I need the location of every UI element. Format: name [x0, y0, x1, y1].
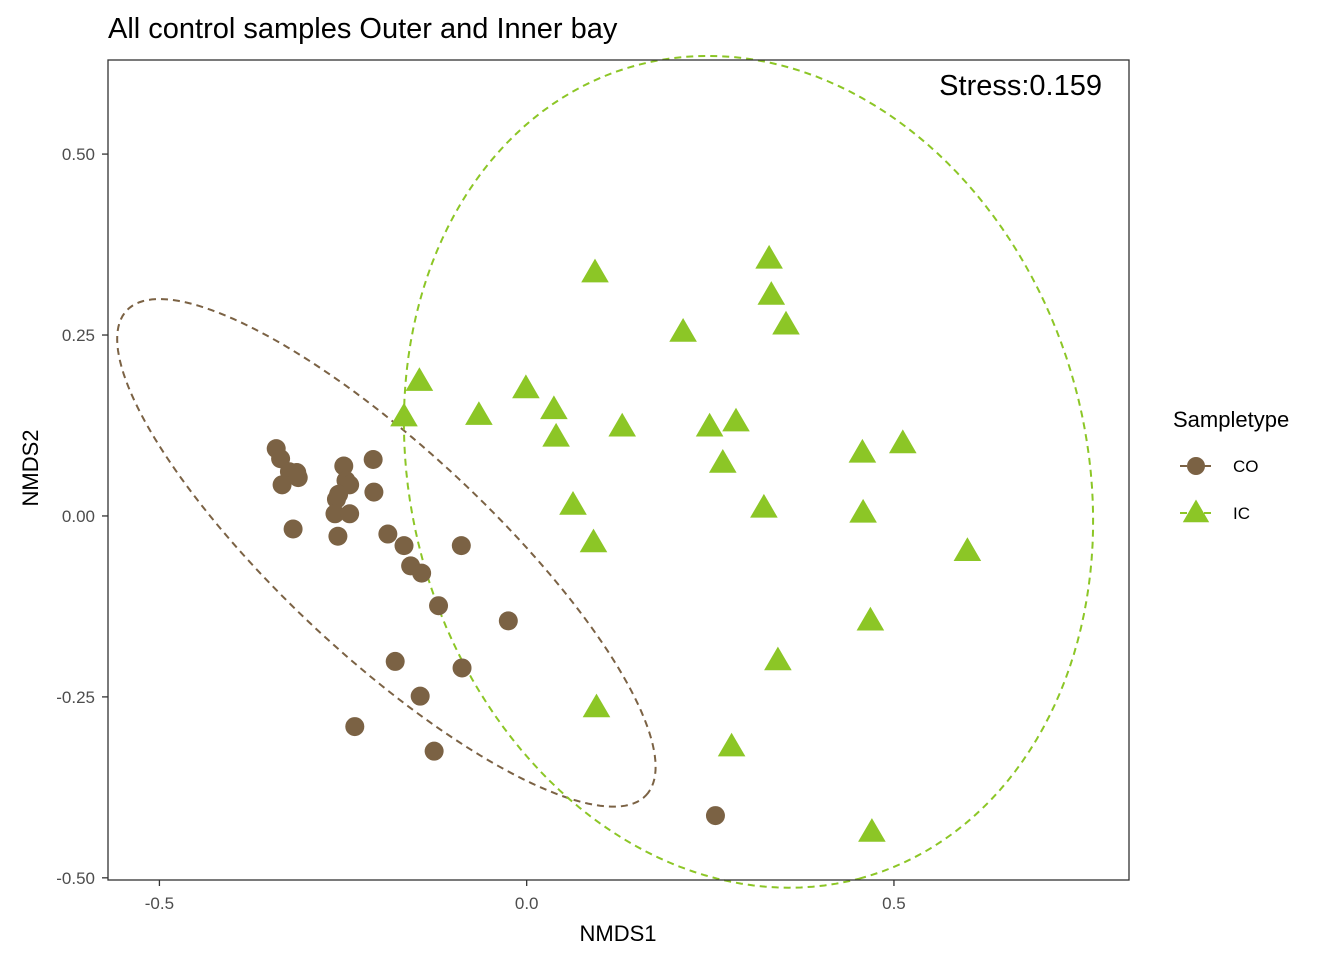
- point-ic-20: [579, 528, 608, 553]
- point-ic-23: [764, 646, 792, 671]
- point-ic-3: [772, 310, 800, 335]
- legend-key-ic: [1182, 499, 1210, 523]
- point-co-6: [334, 456, 354, 476]
- point-co-22: [429, 596, 449, 616]
- legend: Sampletype CO IC: [1173, 407, 1289, 523]
- point-co-23: [498, 611, 518, 631]
- point-co-11: [326, 489, 346, 509]
- point-ic-12: [695, 412, 724, 437]
- point-ic-14: [709, 449, 737, 473]
- point-co-17: [378, 524, 398, 544]
- ellipse-co: [116, 298, 657, 808]
- point-ic-11: [608, 412, 636, 437]
- point-ic-2: [757, 281, 786, 305]
- legend-label-ic: IC: [1233, 504, 1250, 523]
- y-axis-title: NMDS2: [18, 429, 43, 506]
- legend-label-co: CO: [1233, 457, 1259, 476]
- point-ic-9: [540, 395, 568, 420]
- point-co-16: [328, 526, 348, 546]
- stress-annotation: Stress:0.159: [939, 70, 1102, 102]
- point-co-18: [394, 536, 414, 556]
- point-ic-22: [856, 606, 885, 631]
- point-co-12: [364, 482, 384, 502]
- point-ic-13: [722, 407, 750, 432]
- point-ic-17: [559, 491, 587, 515]
- point-co-21: [451, 536, 471, 556]
- point-co-24: [385, 651, 405, 671]
- x-axis-title: NMDS1: [579, 921, 656, 946]
- plot-area: [107, 54, 1130, 889]
- point-ic-5: [405, 367, 434, 391]
- point-co-5: [288, 468, 308, 488]
- point-ic-4: [669, 318, 697, 342]
- point-co-7: [363, 450, 383, 470]
- y-tick-label: 0.00: [62, 507, 95, 526]
- point-ic-10: [542, 422, 570, 447]
- point-co-4: [272, 475, 292, 495]
- point-ic-0: [581, 258, 609, 283]
- point-ic-6: [390, 402, 418, 427]
- chart-title: All control samples Outer and Inner bay: [108, 13, 618, 45]
- point-co-15: [283, 519, 303, 539]
- point-ic-21: [953, 537, 982, 561]
- x-axis: -0.5 0.0 0.5: [145, 880, 906, 913]
- panel-border: [107, 59, 1130, 881]
- legend-title: Sampletype: [1173, 407, 1289, 432]
- y-axis: -0.50 -0.25 0.00 0.25 0.50: [56, 145, 108, 888]
- y-tick-label: 0.50: [62, 145, 95, 164]
- point-co-25: [452, 658, 472, 678]
- point-co-14: [340, 504, 360, 524]
- x-tick-label: -0.5: [145, 894, 174, 913]
- point-ic-15: [848, 438, 877, 463]
- point-ic-25: [717, 732, 746, 757]
- point-ic-26: [858, 818, 886, 842]
- y-tick-label: -0.50: [56, 869, 95, 888]
- ellipse-ic: [402, 54, 1095, 889]
- point-ic-16: [889, 429, 917, 454]
- panel-background: [108, 60, 1129, 880]
- x-tick-label: 0.0: [515, 894, 539, 913]
- x-tick-label: 0.5: [882, 894, 906, 913]
- y-tick-label: -0.25: [56, 688, 95, 707]
- point-ic-8: [512, 374, 540, 399]
- point-ic-7: [465, 401, 493, 425]
- point-co-13: [325, 504, 345, 524]
- point-co-27: [345, 717, 365, 737]
- point-co-20: [412, 563, 432, 583]
- y-tick-label: 0.25: [62, 326, 95, 345]
- point-ic-24: [582, 693, 611, 718]
- point-co-26: [410, 686, 430, 706]
- point-co-29: [705, 806, 725, 826]
- point-ic-1: [755, 244, 783, 269]
- legend-key-co: [1187, 457, 1205, 475]
- point-ic-18: [750, 493, 778, 518]
- point-co-28: [424, 741, 444, 761]
- point-ic-19: [849, 498, 877, 523]
